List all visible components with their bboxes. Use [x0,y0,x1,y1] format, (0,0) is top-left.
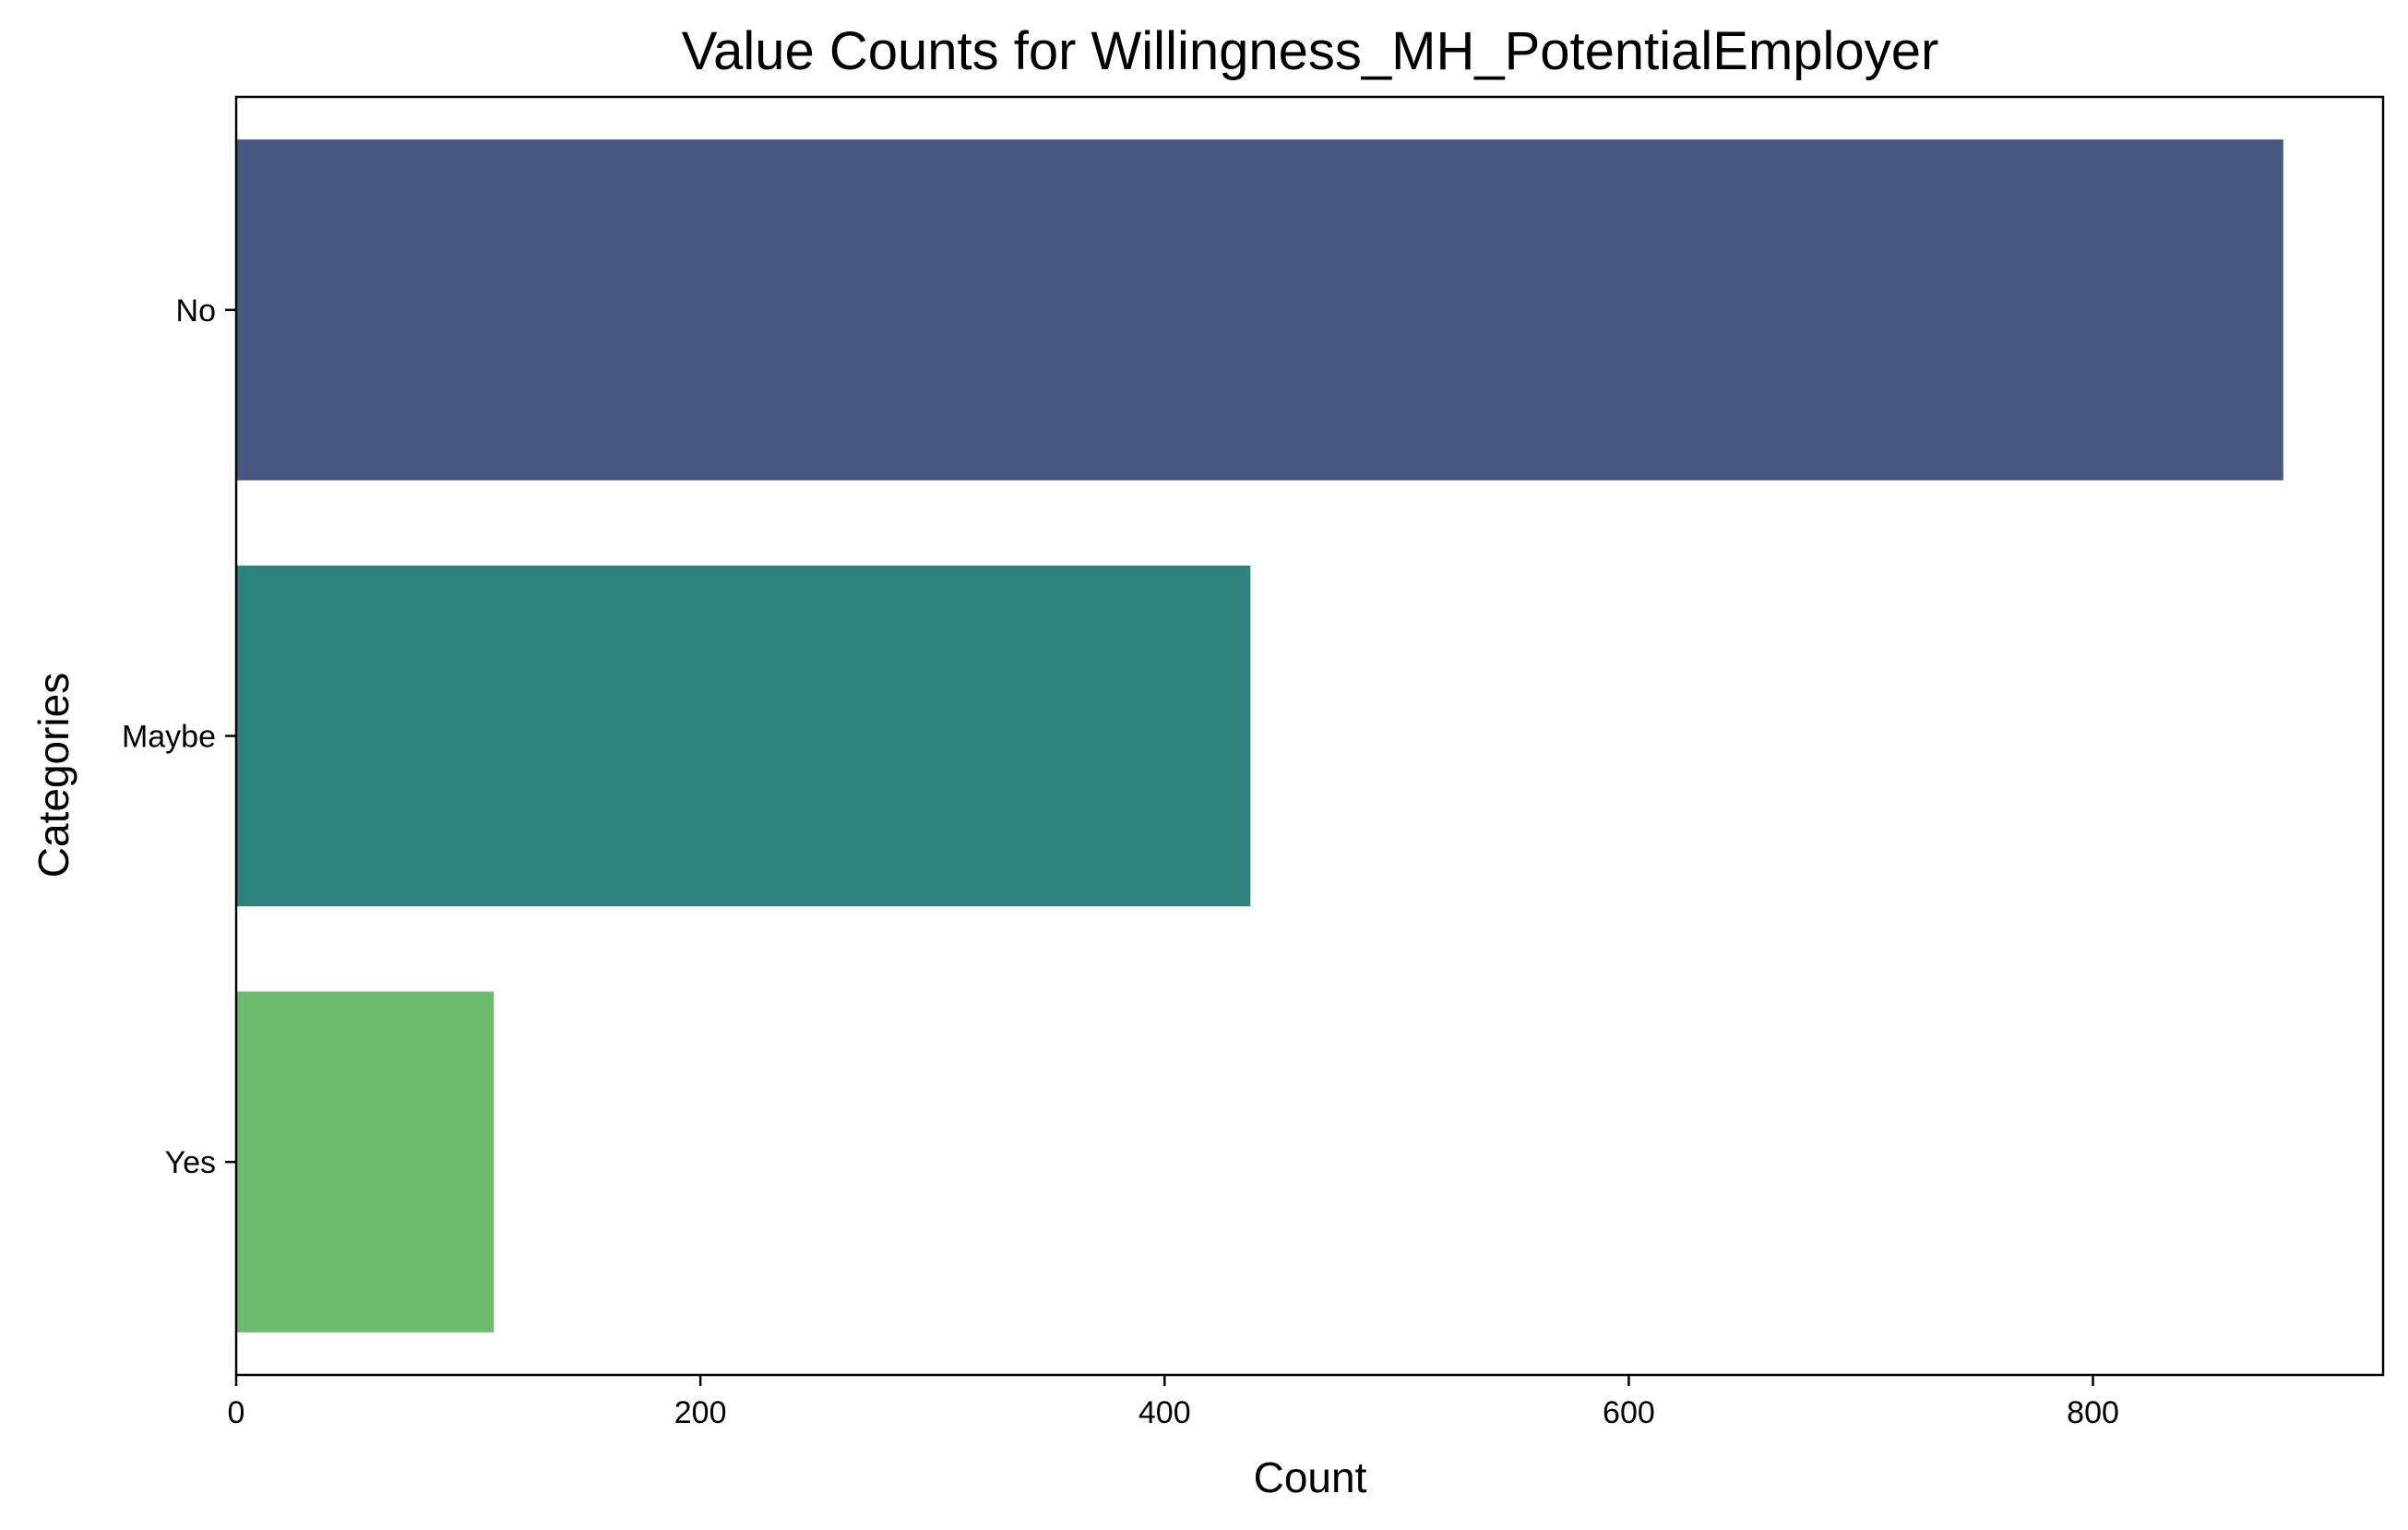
y-tick-label: No [176,293,216,329]
bars-group [236,139,2283,1333]
x-axis-ticks: 0 200 400 600 800 [228,1375,2119,1430]
chart-title: Value Counts for Willingness_MH_Potentia… [682,21,1939,81]
x-tick-label: 0 [228,1395,245,1430]
x-tick-label: 200 [674,1395,727,1430]
bar-yes [236,991,495,1333]
x-tick-label: 600 [1603,1395,1655,1430]
y-axis-ticks: No Maybe Yes [122,293,236,1180]
x-tick-label: 800 [2067,1395,2119,1430]
y-tick-label: Maybe [122,720,216,755]
x-axis-label: Count [1254,1453,1367,1501]
bar-maybe [236,565,1251,907]
x-tick-label: 400 [1138,1395,1191,1430]
bar-no [236,139,2283,481]
y-axis-label: Categories [30,673,77,878]
y-tick-label: Yes [165,1145,216,1180]
